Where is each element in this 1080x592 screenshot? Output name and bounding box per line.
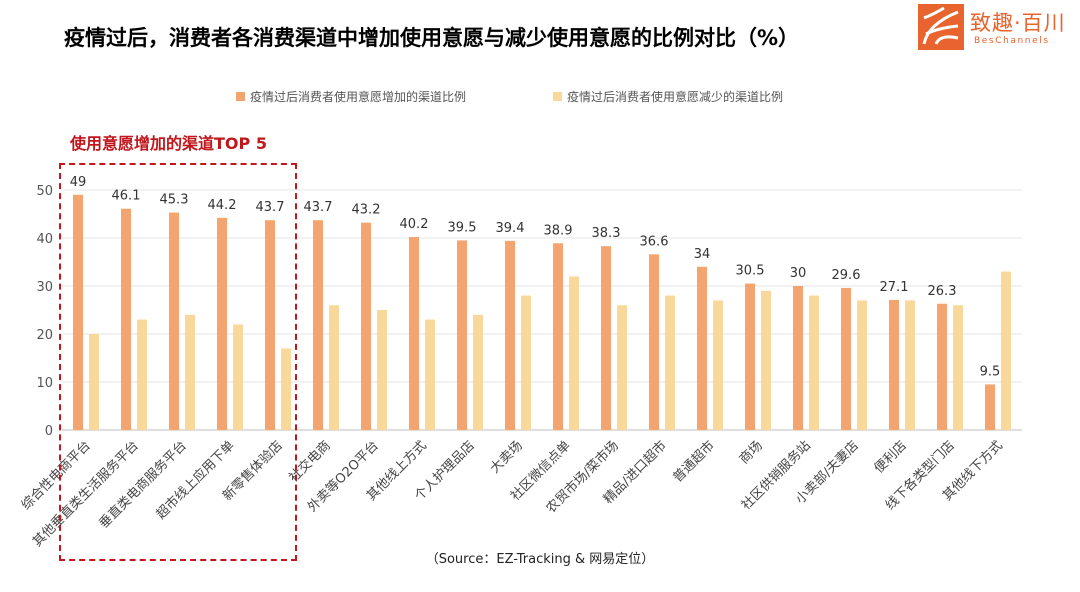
top5-title: 使用意愿增加的渠道TOP 5 [70,134,267,153]
bar [793,286,803,430]
y-tick-label: 30 [36,280,53,295]
bar [857,300,867,430]
bar [281,348,291,430]
legend-label: 疫情过后消费者使用意愿增加的渠道比例 [250,89,466,104]
x-tick-label: 大卖场 [488,438,526,476]
data-label: 38.3 [592,226,621,241]
bar [169,212,179,430]
data-label: 49 [70,175,87,190]
data-label: 39.5 [448,220,477,235]
y-tick-label: 0 [45,424,53,439]
bar [617,305,627,430]
bar [713,300,723,430]
bar [697,266,707,430]
source-note: （Source：EZ-Tracking & 网易定位） [425,552,655,567]
bar [937,303,947,430]
data-label: 45.3 [160,193,189,208]
y-tick-label: 50 [36,184,53,199]
bar [457,240,467,430]
data-label: 27.1 [880,280,909,295]
bar [377,310,387,430]
x-tick-label: 普通超市 [670,438,718,486]
bar [745,283,755,430]
bar [665,295,675,430]
bar [953,305,963,430]
y-tick-label: 40 [36,232,53,247]
bar [329,305,339,430]
bar [905,300,915,430]
bar [361,222,371,430]
bar [841,287,851,430]
legend-swatch [553,92,562,101]
data-label: 38.9 [544,223,573,238]
bar [233,324,243,430]
bar [1001,271,1011,430]
data-label: 36.6 [640,234,669,249]
y-tick-label: 20 [36,328,53,343]
bar [121,208,131,430]
bar [425,319,435,430]
data-label: 43.7 [256,200,285,215]
bar [569,276,579,430]
bar [313,220,323,430]
data-label: 43.2 [352,203,381,218]
bar [601,246,611,430]
data-label: 40.2 [400,217,429,232]
legend-label: 疫情过后消费者使用意愿减少的渠道比例 [567,89,783,104]
x-tick-label: 便利店 [872,438,910,476]
bar [185,314,195,430]
data-label: 9.5 [980,364,1001,379]
bar [217,217,227,430]
data-label: 44.2 [208,198,237,213]
data-label: 30 [790,266,807,281]
data-label: 34 [694,247,711,262]
bar [761,290,771,430]
page-title: 疫情过后，消费者各消费渠道中增加使用意愿与减少使用意愿的比例对比（%） [64,26,800,50]
bar [505,240,515,430]
logo-name: 致趣·百川 [970,11,1066,35]
top5-highlight-box [59,163,297,561]
data-label: 26.3 [928,284,957,299]
bar [89,334,99,430]
bar [265,220,275,430]
bar [889,299,899,430]
data-label: 43.7 [304,200,333,215]
data-label: 46.1 [112,189,141,204]
bar [521,295,531,430]
bar [409,237,419,430]
data-label: 29.6 [832,268,861,283]
x-tick-label: 商场 [737,438,766,467]
bar [473,314,483,430]
y-tick-label: 10 [36,376,53,391]
bar [985,384,995,430]
logo-mark-icon [918,4,964,50]
bar [137,319,147,430]
bar [553,243,563,430]
bar [809,295,819,430]
data-label: 39.4 [496,221,525,236]
logo-subtitle: BesChannels [974,36,1050,46]
bar [649,254,659,430]
legend-swatch [236,92,245,101]
data-label: 30.5 [736,264,765,279]
bar [73,194,83,430]
brand-logo: 致趣·百川 BesChannels [918,4,1076,50]
